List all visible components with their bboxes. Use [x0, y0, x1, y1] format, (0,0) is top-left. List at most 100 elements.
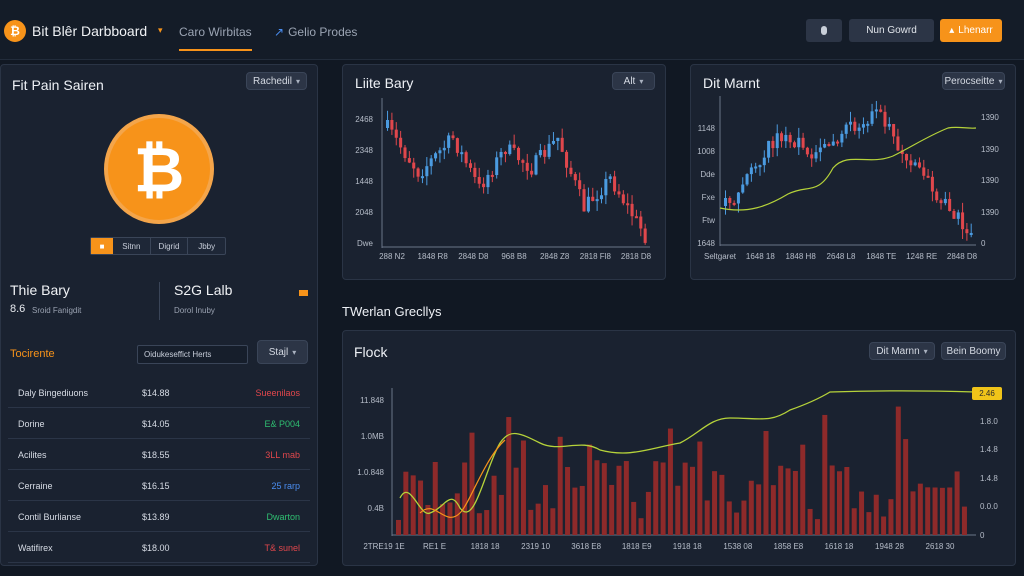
- volume-bar: [881, 516, 887, 535]
- volume-bar: [462, 462, 468, 535]
- volume-bar: [491, 475, 497, 535]
- table-row[interactable]: Contil Burlianse $13.89 Dwarton: [8, 502, 310, 532]
- candle: [728, 198, 732, 203]
- candle: [394, 129, 398, 138]
- volume-bar: [756, 484, 762, 535]
- volume-bar: [712, 471, 718, 535]
- chart3-dropdown[interactable]: Dit Marnn ▾: [869, 342, 935, 360]
- bell-icon: ▴: [949, 25, 955, 36]
- chart3-value-badge: 2.46: [972, 387, 1002, 400]
- candle: [420, 176, 424, 179]
- volume-bar: [719, 474, 725, 535]
- candle: [952, 210, 956, 219]
- search-input[interactable]: Oidukeseffict Herts: [137, 345, 248, 364]
- stat-divider: [159, 282, 160, 320]
- volume-bar: [653, 461, 659, 535]
- volume-bar: [954, 471, 960, 535]
- candle: [451, 135, 455, 139]
- coin-tab-icon-button[interactable]: ■: [91, 238, 113, 254]
- chart1-dropdown[interactable]: Alt ▾: [612, 72, 655, 90]
- candle: [538, 150, 542, 156]
- table-row[interactable]: Acilites $18.55 3LL mab: [8, 440, 310, 470]
- volume-bar: [895, 406, 901, 535]
- row-price: $18.00: [142, 542, 170, 553]
- row-change: Sueenilaos: [255, 387, 300, 398]
- candle: [732, 202, 736, 205]
- action-label: Lhenarr: [958, 25, 993, 36]
- candle: [745, 174, 749, 185]
- row-price: $14.88: [142, 387, 170, 398]
- tab-products[interactable]: ↗ Gelio Prodes: [274, 25, 357, 39]
- table-row[interactable]: Dorine $14.05 E& P004: [8, 409, 310, 439]
- row-change: 3LL mab: [265, 449, 300, 460]
- coin-tab-1[interactable]: Sitnn: [113, 238, 151, 254]
- trend-line: [719, 126, 976, 211]
- filter-button[interactable]: Stajl ▾: [257, 340, 308, 364]
- coin-tab-3[interactable]: Jbby: [198, 241, 216, 251]
- volume-bar: [925, 487, 931, 535]
- row-name: Contil Burlianse: [18, 511, 82, 522]
- left-panel-title: Fit Pain Sairen: [12, 77, 104, 93]
- volume-bar: [476, 513, 482, 535]
- candle: [917, 162, 921, 168]
- candle: [935, 191, 939, 201]
- left-panel-dropdown[interactable]: Rachedil ▾: [246, 72, 307, 90]
- candle: [626, 203, 630, 206]
- bitcoin-logo: ₿: [104, 114, 214, 224]
- candle: [857, 127, 861, 131]
- x-tick-label: 1618 18: [824, 542, 854, 551]
- logo-icon: ₿: [4, 20, 26, 42]
- chart2-dropdown[interactable]: Perocseitte ▾: [942, 72, 1005, 90]
- volume-bar: [690, 466, 695, 535]
- candle: [613, 176, 617, 192]
- chart2-plot: [719, 96, 976, 246]
- candle: [499, 151, 503, 158]
- volume-bar: [822, 414, 828, 535]
- filter-label: Stajl: [268, 346, 289, 358]
- volume-bar: [623, 461, 629, 535]
- x-tick-label: 1848 TE: [866, 252, 897, 261]
- volume-bar: [425, 504, 431, 535]
- y-tick-label: 1.0MB: [360, 432, 384, 441]
- section-title: Tocirente: [10, 348, 55, 360]
- chart2-panel: [690, 64, 1016, 280]
- chevron-down-icon[interactable]: ▾: [158, 25, 163, 35]
- row-name: Daly Bingediuons: [18, 387, 89, 398]
- primary-action-button[interactable]: ▴ Lhenarr: [940, 19, 1002, 42]
- volume-bar: [697, 441, 703, 535]
- volume-bar: [565, 467, 571, 535]
- candle: [586, 196, 590, 212]
- candle: [961, 212, 965, 230]
- volume-bar: [932, 487, 938, 535]
- stat1-value: 8.6: [10, 303, 26, 315]
- volume-bar: [543, 485, 548, 535]
- table-row[interactable]: Watifirex $18.00 T& sunel: [8, 533, 310, 563]
- volume-bar: [792, 470, 798, 535]
- table-row[interactable]: Daly Bingediuons $14.88 Sueenilaos: [8, 378, 310, 408]
- volume-bar: [447, 502, 453, 535]
- candle: [801, 137, 805, 148]
- chevron-down-icon: ▾: [998, 76, 1003, 86]
- table-row[interactable]: Cerraine $16.15 25 rarp: [8, 471, 310, 501]
- candle: [390, 120, 394, 130]
- candle: [836, 141, 840, 144]
- chart3-action-button[interactable]: Bein Boomy: [941, 342, 1006, 360]
- microphone-button[interactable]: [806, 19, 842, 42]
- volume-bar: [557, 436, 563, 535]
- volume-bar: [528, 509, 534, 535]
- volume-bar: [469, 432, 475, 535]
- candle: [578, 180, 582, 190]
- candle: [861, 124, 865, 128]
- coin-tab-2[interactable]: Digrid: [151, 238, 189, 254]
- x-tick-label: 1648 18: [745, 252, 775, 261]
- chart1-plot: [381, 98, 650, 248]
- app-title: Bit Blêr Darbboard: [32, 23, 148, 39]
- tab-overview[interactable]: Caro Wirbitas: [179, 25, 252, 51]
- stat2-sub: Dorol Inuby: [174, 306, 215, 315]
- candle: [922, 167, 926, 176]
- account-button[interactable]: Nun Gowrd: [849, 19, 934, 42]
- x-tick-label: 2TRE19 1E: [363, 542, 405, 551]
- candle: [412, 162, 416, 169]
- volume-bar: [917, 483, 923, 535]
- y-tick-label: 1.4.8: [980, 445, 998, 455]
